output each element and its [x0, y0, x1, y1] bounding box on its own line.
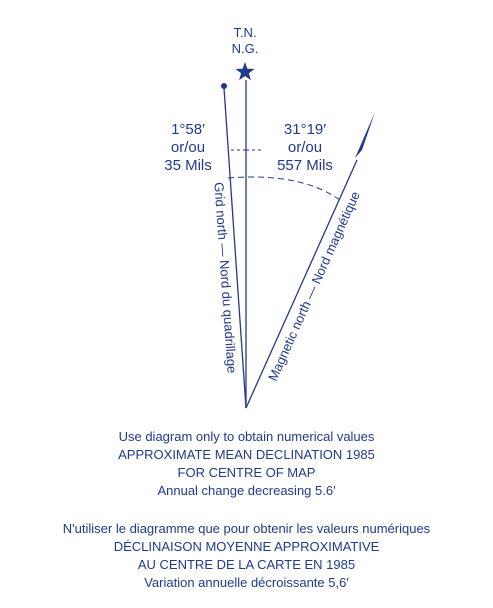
angle-arc — [227, 176, 341, 201]
caption-en-line-1: Use diagram only to obtain numerical val… — [118, 429, 375, 444]
caption-en-line-4: Annual change decreasing 5.6′ — [157, 483, 336, 498]
caption-fr-line-4: Variation annuelle décroissante 5,6′ — [144, 575, 349, 590]
caption-fr-line-2: DÉCLINAISON MOYENNE APPROXIMATIVE — [113, 539, 380, 554]
caption-fr-line-3: AU CENTRE DE LA CARTE EN 1985 — [137, 557, 356, 572]
grid-angle-connector: or/ou — [171, 139, 205, 156]
grid-north-line-label: Grid north — Nord du quadrillage — [211, 182, 239, 374]
grid-angle-degrees: 1°58′ — [171, 121, 205, 138]
magnetic-north-line-label: Magnetic north — Nord magnétique — [265, 189, 363, 383]
magnetic-angle-connector: or/ou — [288, 139, 322, 156]
magnetic-north-line — [245, 159, 358, 409]
grid-angle-mils: 35 Mils — [164, 157, 212, 174]
true-north-star-icon — [235, 62, 255, 81]
true-north-label: T.N. — [233, 25, 256, 40]
magnetic-angle-degrees: 31°19′ — [284, 121, 326, 138]
magnetic-north-arrow-icon — [355, 112, 375, 158]
caption-en-line-3: FOR CENTRE OF MAP — [177, 465, 316, 480]
caption-french: N'utiliser le diagramme que pour obtenir… — [0, 520, 493, 592]
caption-en-line-2: APPROXIMATE MEAN DECLINATION 1985 — [118, 447, 375, 462]
grid-north-short-label: N.G. — [232, 41, 259, 56]
grid-north-dot-icon — [221, 83, 227, 89]
grid-north-line — [223, 87, 247, 409]
caption-fr-line-1: N'utiliser le diagramme que pour obtenir… — [62, 521, 431, 536]
caption-english: Use diagram only to obtain numerical val… — [0, 428, 493, 500]
magnetic-angle-mils: 557 Mils — [277, 157, 333, 174]
